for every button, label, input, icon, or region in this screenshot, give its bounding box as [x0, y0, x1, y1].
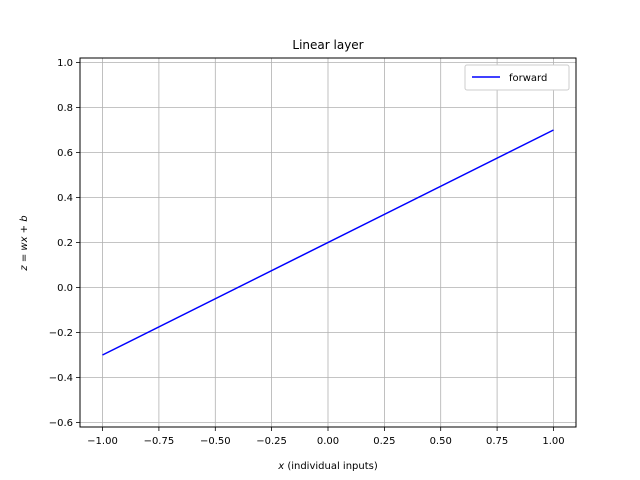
legend-box	[464, 64, 570, 91]
y-axis-label: z = wx + b	[19, 215, 30, 271]
x-tick-label: 0.25	[373, 436, 395, 447]
y-tick-label: −0.6	[49, 418, 73, 429]
y-tick-label: 0.6	[57, 148, 73, 159]
x-tick-label: 1.00	[542, 436, 564, 447]
legend: forward	[464, 64, 570, 91]
chart-title: Linear layer	[292, 38, 363, 52]
y-tick-label: 0.8	[57, 103, 73, 114]
x-tick-label: 0.00	[317, 436, 339, 447]
series-layer	[102, 129, 554, 356]
x-axis-label: x (individual inputs)	[277, 461, 378, 472]
y-tick-label: 0.4	[57, 193, 73, 204]
y-tick-label: 0.0	[57, 283, 73, 294]
x-tick-label: −0.50	[200, 436, 231, 447]
x-axis-ticks: −1.00 −0.75 −0.50 −0.25 0.00 0.25 0.50 0.75 1.00	[87, 427, 565, 447]
x-tick-label: −1.00	[87, 436, 118, 447]
y-tick-label: −0.4	[49, 373, 73, 384]
y-tick-label: 0.2	[57, 238, 73, 249]
y-tick-label: −0.2	[49, 328, 73, 339]
y-tick-label: 1.0	[57, 58, 73, 69]
x-tick-label: 0.75	[486, 436, 508, 447]
legend-label-forward: forward	[509, 73, 547, 84]
x-tick-label: 0.50	[430, 436, 452, 447]
y-axis-ticks: −0.6 −0.4 −0.2 0.0 0.2 0.4 0.6 0.8 1.0	[49, 58, 80, 429]
series-line-forward	[102, 129, 554, 356]
x-tick-label: −0.75	[144, 436, 175, 447]
x-tick-label: −0.25	[256, 436, 287, 447]
